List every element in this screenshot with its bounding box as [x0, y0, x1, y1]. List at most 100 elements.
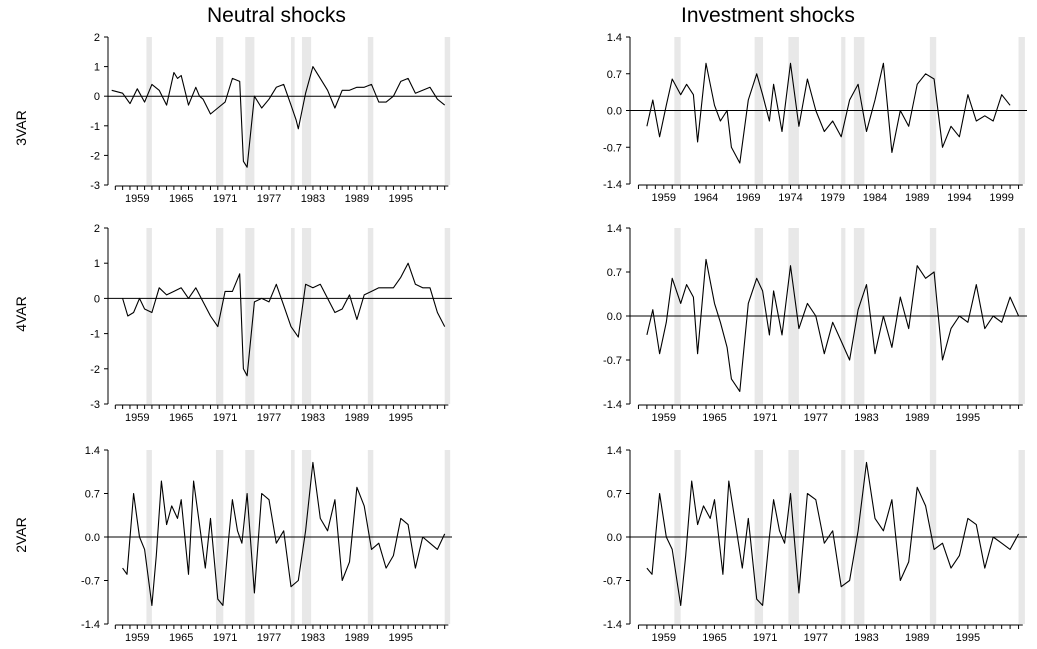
- y-tick-label: -3: [90, 180, 100, 192]
- x-tick-label: 1971: [753, 632, 777, 644]
- y-tick-label: 0.7: [607, 267, 622, 279]
- y-tick-label: 1: [94, 258, 100, 270]
- x-tick-label: 1959: [652, 412, 676, 424]
- x-tick-label: 1977: [257, 193, 281, 205]
- y-tick-label: -1: [90, 329, 100, 341]
- y-tick-label: 1.4: [85, 445, 100, 457]
- x-tick-label: 1971: [213, 412, 237, 424]
- recession-band-4: [301, 37, 312, 185]
- x-tick-label: 1989: [345, 193, 369, 205]
- x-tick-label: 1983: [854, 632, 878, 644]
- recession-band-5: [367, 228, 374, 404]
- x-tick-label: 1977: [804, 632, 828, 644]
- y-tick-label: 0: [94, 91, 100, 103]
- x-tick-label: 1989: [905, 192, 929, 204]
- recession-band-2: [245, 37, 255, 185]
- y-tick-label: -2: [90, 364, 100, 376]
- recession-band-2: [245, 228, 255, 404]
- panel-neutral-2VAR: 1.4 0.7 0.0 -0.7 -1.4 1959 1965 1971 1977 1983 198…: [81, 445, 452, 644]
- panel-investment-3VAR: 1.4 0.7 0.0 -0.7 -1.4 1959 1964 1969 1974 1979 198…: [603, 32, 1027, 204]
- x-tick-label: 1995: [389, 412, 413, 424]
- x-tick-label: 1994: [947, 192, 971, 204]
- x-tick-label: 1983: [301, 193, 325, 205]
- series-line-0: [646, 62, 1011, 164]
- y-tick-label: 0: [94, 293, 100, 305]
- series-line-0: [646, 461, 1020, 606]
- y-tick-label: 1.4: [607, 32, 622, 44]
- series-line-0: [122, 461, 446, 606]
- recession-band-6: [444, 228, 451, 404]
- column-title-neutral: Neutral shocks: [207, 4, 346, 27]
- x-tick-label: 1971: [213, 632, 237, 644]
- x-tick-label: 1995: [956, 412, 980, 424]
- x-tick-label: 1983: [301, 412, 325, 424]
- x-tick-label: 1959: [125, 412, 149, 424]
- x-tick-label: 1995: [389, 193, 413, 205]
- y-tick-label: 2: [94, 32, 100, 44]
- x-tick-label: 1969: [736, 192, 760, 204]
- series-line-0: [122, 262, 446, 377]
- x-tick-label: 1965: [702, 632, 726, 644]
- recession-band-1: [215, 37, 224, 185]
- series-line-0: [111, 66, 446, 168]
- y-tick-label: 0.0: [607, 106, 622, 118]
- x-tick-label: 1977: [257, 632, 281, 644]
- y-tick-label: -0.7: [603, 576, 622, 588]
- y-tick-label: -2: [90, 150, 100, 162]
- y-tick-label: 1.4: [607, 445, 622, 457]
- y-tick-label: -0.7: [81, 576, 100, 588]
- x-tick-label: 1964: [694, 192, 718, 204]
- x-tick-label: 1977: [257, 412, 281, 424]
- y-tick-label: -1.4: [603, 399, 622, 411]
- y-tick-label: 0.0: [607, 532, 622, 544]
- y-tick-label: 0.0: [85, 532, 100, 544]
- y-tick-label: 0.7: [85, 489, 100, 501]
- series-line-0: [646, 258, 1020, 392]
- panel-investment-4VAR: 1.4 0.7 0.0 -0.7 -1.4 1959 1965 1971 1977 1983 198…: [603, 223, 1027, 424]
- y-tick-label: -1.4: [81, 619, 100, 631]
- x-tick-label: 1974: [778, 192, 802, 204]
- x-tick-label: 1971: [753, 412, 777, 424]
- y-tick-label: 0.7: [607, 69, 622, 81]
- y-tick-label: -0.7: [603, 355, 622, 367]
- x-tick-label: 1983: [854, 412, 878, 424]
- y-tick-label: 0.7: [607, 489, 622, 501]
- x-tick-label: 1984: [863, 192, 887, 204]
- y-tick-label: -3: [90, 399, 100, 411]
- panel-neutral-3VAR: 2 1 0 -1 -2 -3 1959 1965 1971 1977 1983 1989 1995: [90, 32, 452, 205]
- panel-neutral-4VAR: 2 1 0 -1 -2 -3 1959 1965 1971 1977 1983 1989 1995: [90, 223, 452, 424]
- recession-band-0: [146, 37, 152, 185]
- x-tick-label: 1959: [125, 632, 149, 644]
- recession-band-4: [301, 228, 312, 404]
- x-tick-label: 1965: [169, 193, 193, 205]
- x-tick-label: 1983: [301, 632, 325, 644]
- x-tick-label: 1989: [905, 412, 929, 424]
- recession-band-0: [146, 228, 152, 404]
- recession-band-5: [367, 37, 374, 185]
- recession-band-3: [290, 228, 295, 404]
- x-tick-label: 1999: [989, 192, 1013, 204]
- x-tick-label: 1959: [125, 193, 149, 205]
- x-tick-label: 1971: [213, 193, 237, 205]
- x-tick-label: 1965: [169, 412, 193, 424]
- x-tick-label: 1965: [169, 632, 193, 644]
- y-tick-label: -1.4: [603, 619, 622, 631]
- column-title-investment: Investment shocks: [681, 4, 855, 27]
- recession-band-6: [444, 37, 451, 185]
- panel-investment-2VAR: 1.4 0.7 0.0 -0.7 -1.4 1959 1965 1971 1977 1983 198…: [603, 445, 1027, 644]
- y-tick-label: -1: [90, 121, 100, 133]
- x-tick-label: 1995: [956, 632, 980, 644]
- y-tick-label: -0.7: [603, 142, 622, 154]
- x-tick-label: 1959: [652, 192, 676, 204]
- y-tick-label: 1.4: [607, 223, 622, 235]
- x-tick-label: 1989: [905, 632, 929, 644]
- x-tick-label: 1977: [804, 412, 828, 424]
- x-tick-label: 1979: [820, 192, 844, 204]
- y-tick-label: 2: [94, 223, 100, 235]
- x-tick-label: 1989: [345, 412, 369, 424]
- x-tick-label: 1965: [702, 412, 726, 424]
- y-tick-label: 0.0: [607, 311, 622, 323]
- x-tick-label: 1959: [652, 632, 676, 644]
- x-tick-label: 1989: [345, 632, 369, 644]
